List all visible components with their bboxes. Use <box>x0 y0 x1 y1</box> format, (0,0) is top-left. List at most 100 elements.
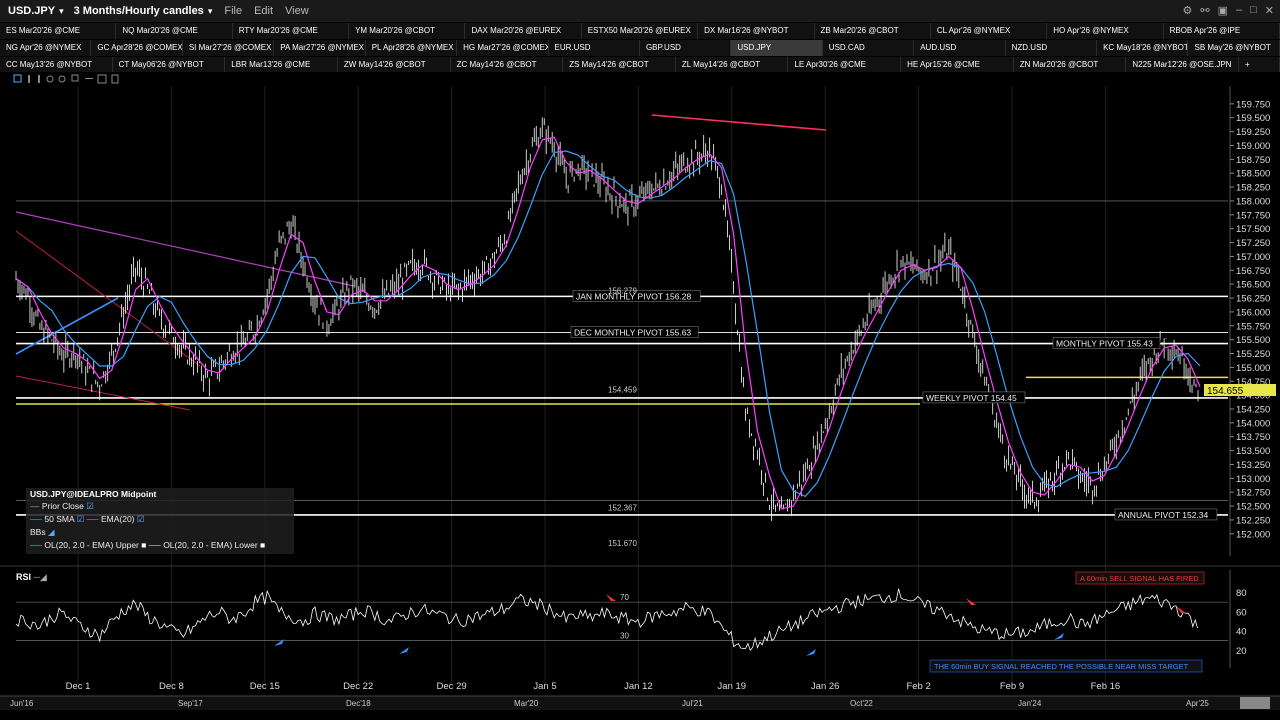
legend-ema[interactable]: EMA(20) <box>100 514 135 524</box>
sell-arrow-icon <box>966 598 976 605</box>
tab-pa-mar27-26-nymex[interactable]: PA Mar27'26 @NYMEX <box>274 40 366 56</box>
tab-rbob-apr-26-ipe[interactable]: RBOB Apr'26 @IPE <box>1163 23 1280 39</box>
tab-ct-may06-26-nybot[interactable]: CT May06'26 @NYBOT <box>112 57 226 73</box>
tab-zs-may14-26-cbot[interactable]: ZS May14'26 @CBOT <box>563 57 676 73</box>
maximize-icon[interactable]: □ <box>1250 4 1257 16</box>
x-tick-label: Dec 8 <box>159 681 184 692</box>
tab-cl-apr-26-nymex[interactable]: CL Apr'26 @NYMEX <box>930 23 1048 39</box>
tab-rty-mar20-26-cme[interactable]: RTY Mar20'26 @CME <box>232 23 350 39</box>
tab-zn-mar20-26-cbot[interactable]: ZN Mar20'26 @CBOT <box>1013 57 1127 73</box>
tab-dx-mar16-26-nybot[interactable]: DX Mar16'26 @NYBOT <box>698 23 815 39</box>
x-tick-label: Jan 26 <box>811 681 840 692</box>
ema20-line[interactable] <box>15 136 1201 510</box>
legend-prior-close[interactable]: Prior Close <box>41 501 84 511</box>
layout-icon[interactable] <box>13 74 22 83</box>
tab-zc-may14-26-cbot[interactable]: ZC May14'26 @CBOT <box>450 57 564 73</box>
tab-usd-cad[interactable]: USD.CAD <box>822 40 915 56</box>
y-tick-label: 153.750 <box>1236 432 1270 443</box>
gear-icon[interactable]: ⚙ <box>1182 5 1193 17</box>
y-tick-label: 158.500 <box>1236 169 1270 180</box>
add-tab-button[interactable]: + <box>1239 57 1280 73</box>
link-icon[interactable]: ⚯ <box>1200 5 1210 17</box>
lock-icon[interactable]: ▣ <box>1217 5 1228 17</box>
fit-icon[interactable] <box>111 74 119 84</box>
sma50-line[interactable] <box>15 150 1201 498</box>
y-tick-label: 156.000 <box>1236 307 1270 318</box>
tab-gc-apr28-26-comex[interactable]: GC Apr28'26 @COMEX <box>91 40 183 56</box>
tab-zl-may14-26-cbot[interactable]: ZL May14'26 @CBOT <box>675 57 789 73</box>
pan-icon[interactable] <box>97 74 107 84</box>
tab-pl-apr28-26-nymex[interactable]: PL Apr28'26 @NYMEX <box>365 40 458 56</box>
tab-zw-may14-26-cbot[interactable]: ZW May14'26 @CBOT <box>337 57 451 73</box>
tab-lbr-mar13-26-cme[interactable]: LBR Mar13'26 @CME <box>225 57 338 73</box>
zoom-in-icon[interactable] <box>46 75 54 83</box>
rsi-tick-label: 60 <box>1236 607 1247 618</box>
overview-bar[interactable] <box>0 696 1280 710</box>
current-price: 154.655 <box>1207 386 1244 397</box>
tab-dax-mar20-26-eurex[interactable]: DAX Mar20'26 @EUREX <box>465 23 582 39</box>
price-chart[interactable]: 159.750 159.500 159.250 159.000 158.750 158.5… <box>0 86 1280 720</box>
scrollbar-thumb[interactable] <box>1240 697 1270 709</box>
tab-usd-jpy[interactable]: USD.JPY <box>731 40 823 56</box>
downtrend-line-2[interactable] <box>15 230 201 367</box>
legend-sma[interactable]: 50 SMA <box>44 514 75 524</box>
checkbox-icon[interactable]: ☑ <box>136 514 145 524</box>
tab-si-mar27-26-comex[interactable]: SI Mar27'26 @COMEX <box>182 40 275 56</box>
tab-kc-may18-26-nybot[interactable]: KC May18'26 @NYBOT <box>1097 40 1189 56</box>
crosshair-icon[interactable] <box>71 74 79 82</box>
move-icon[interactable] <box>85 78 93 79</box>
symbol-selector[interactable]: USD.JPY <box>8 5 56 17</box>
rsi-line[interactable] <box>15 588 1198 651</box>
pivot-label-box <box>572 290 701 302</box>
tab-aud-usd[interactable]: AUD.USD <box>914 40 1006 56</box>
tab-nzd-usd[interactable]: NZD.USD <box>1005 40 1098 56</box>
downtrend-line[interactable] <box>15 211 355 287</box>
y-tick-label: 157.750 <box>1236 210 1270 221</box>
close-icon[interactable]: ✕ <box>1264 5 1274 17</box>
rsi-label[interactable]: RSI ─◢ <box>16 572 47 582</box>
pivot-labels: JAN MONTHLY PIVOT 156.28 DEC MONTHLY PIVO… <box>570 290 1218 521</box>
tab-hg-mar27-26-comex[interactable]: HG Mar27'26 @COMEX <box>457 40 549 56</box>
tab-sb-may-26-nybot[interactable]: SB May'26 @NYBOT <box>1188 40 1280 56</box>
tab-he-apr15-26-cme[interactable]: HE Apr15'26 @CME <box>901 57 1014 73</box>
downtrend-line-3[interactable] <box>15 375 191 411</box>
checkbox-icon[interactable]: ☑ <box>76 514 85 524</box>
y-tick-label: 157.250 <box>1236 238 1270 249</box>
minimize-icon[interactable]: – <box>1236 4 1243 16</box>
tab-nq-mar20-26-cme[interactable]: NQ Mar20'26 @CME <box>116 23 233 39</box>
tab-ym-mar20-26-cbot[interactable]: YM Mar20'26 @CBOT <box>349 23 466 39</box>
tab-es-mar20-26-cme[interactable]: ES Mar20'26 @CME <box>0 23 117 39</box>
legend-bb-upper[interactable]: OL(20, 2.0 - EMA) Upper <box>44 540 139 550</box>
overview-label: Dec'18 <box>346 699 371 708</box>
bar-type-icon[interactable] <box>28 75 30 83</box>
legend-bbs[interactable]: BBs <box>30 527 46 537</box>
chevron-down-icon[interactable]: ▾ <box>59 5 64 16</box>
uptrend-line[interactable] <box>15 297 119 355</box>
tab-n225-mar12-26-ose-jpn[interactable]: N225 Mar12'26 @OSE.JPN <box>1126 57 1240 73</box>
rsi-tick-label: 80 <box>1236 588 1247 599</box>
legend-bb-lower[interactable]: OL(20, 2.0 - EMA) Lower <box>163 540 258 550</box>
menu-file[interactable]: File <box>224 5 243 17</box>
y-tick-label: 158.750 <box>1236 155 1270 166</box>
tab-estx50-mar20-26-eurex[interactable]: ESTX50 Mar20'26 @EUREX <box>581 23 699 39</box>
resistance-trend-line[interactable] <box>651 114 827 131</box>
tab-row-3: CC May13'26 @NYBOT CT May06'26 @NYBOT LBR … <box>0 57 1280 73</box>
legend-title[interactable]: USD.JPY@IDEALPRO Midpoint <box>30 489 157 499</box>
tab-le-apr30-26-cme[interactable]: LE Apr30'26 @CME <box>788 57 902 73</box>
arrow-icon: ◢ <box>47 527 55 537</box>
pivot-label: ANNUAL PIVOT 152.34 <box>1118 510 1209 520</box>
menu-view[interactable]: View <box>285 5 309 17</box>
zoom-out-icon[interactable] <box>58 75 66 83</box>
draw-icon[interactable] <box>38 75 40 83</box>
tab-gbp-usd[interactable]: GBP.USD <box>639 40 732 56</box>
chevron-down-icon[interactable]: ▾ <box>207 5 213 16</box>
tab-ho-apr-26-nymex[interactable]: HO Apr'26 @NYMEX <box>1047 23 1164 39</box>
tab-eur-usd[interactable]: EUR.USD <box>548 40 640 56</box>
menu-edit[interactable]: Edit <box>254 5 274 17</box>
checkbox-icon[interactable]: ☑ <box>86 501 94 511</box>
bar-setting-selector[interactable]: 3 Months/Hourly candles <box>73 5 204 17</box>
price-label: 156.279 <box>608 287 637 296</box>
tab-cc-may13-26-nybot[interactable]: CC May13'26 @NYBOT <box>0 57 113 73</box>
tab-ng-apr-26-nymex[interactable]: NG Apr'26 @NYMEX <box>0 40 92 56</box>
tab-zb-mar20-26-cbot[interactable]: ZB Mar20'26 @CBOT <box>814 23 931 39</box>
